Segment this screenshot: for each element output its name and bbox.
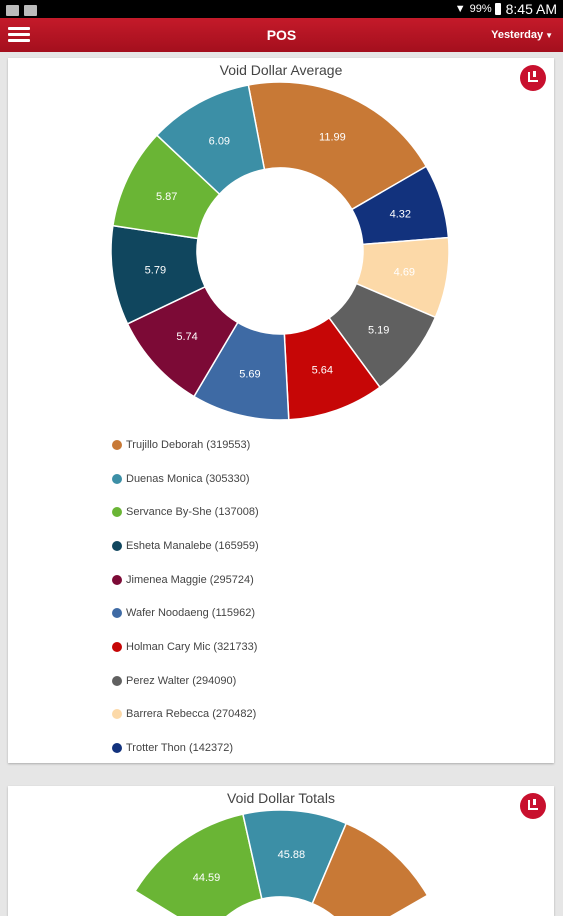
legend-item[interactable]: Trujillo Deborah (319553) <box>112 428 532 462</box>
slice-value-label: 44.59 <box>193 872 221 884</box>
legend-swatch <box>112 709 122 720</box>
slice-value-label: 6.09 <box>209 136 230 148</box>
slice-value-label: 45.88 <box>278 849 306 861</box>
legend-swatch <box>112 540 122 551</box>
legend-label: Perez Walter (294090) <box>126 674 237 687</box>
legend-label: Barrera Rebecca (270482) <box>126 708 257 721</box>
battery-percent: 99% <box>469 3 492 15</box>
wifi-icon: ▼ <box>454 3 466 15</box>
status-bar: ▼ 99% 8:45 AM <box>0 0 563 18</box>
slice-value-label: 5.79 <box>145 265 166 277</box>
chart-legend: Trujillo Deborah (319553) Duenas Monica (… <box>112 428 532 765</box>
slice-value-label: 4.32 <box>390 209 411 221</box>
legend-swatch <box>112 675 122 686</box>
export-button[interactable] <box>520 65 546 91</box>
slice-value-label: 5.74 <box>176 331 197 343</box>
slice-value-label: 5.19 <box>368 324 389 336</box>
legend-item[interactable]: Servance By-She (137008) <box>112 495 532 529</box>
legend-label: Duenas Monica (305330) <box>126 472 250 485</box>
legend-swatch <box>112 507 122 518</box>
app-bar: POS Yesterday ▼ <box>0 18 563 52</box>
slice-value-label: 5.64 <box>312 365 333 377</box>
legend-item[interactable]: Barrera Rebecca (270482) <box>112 698 532 732</box>
card-title: Void Dollar Average <box>219 62 343 78</box>
legend-item[interactable]: Esheta Manalebe (165959) <box>112 529 532 563</box>
photo-icon <box>24 5 37 16</box>
legend-label: Holman Cary Mic (321733) <box>126 640 258 653</box>
legend-item[interactable]: Perez Walter (294090) <box>112 664 532 698</box>
legend-item[interactable]: Trotter Thon (142372) <box>112 731 532 765</box>
legend-swatch <box>112 608 122 619</box>
legend-label: Servance By-She (137008) <box>126 506 259 519</box>
legend-label: Jimenea Maggie (295724) <box>126 573 254 586</box>
status-right: ▼ 99% 8:45 AM <box>455 0 557 18</box>
void-dollar-totals-card: Void Dollar Totals 44.59 45.88 <box>8 786 554 916</box>
period-dropdown[interactable]: Yesterday ▼ <box>491 18 553 53</box>
legend-item[interactable]: Wafer Noodaeng (115962) <box>112 596 532 630</box>
legend-swatch <box>112 473 122 484</box>
slice-value-label: 5.69 <box>239 368 260 380</box>
legend-swatch <box>112 439 122 450</box>
donut-slice[interactable] <box>155 84 266 196</box>
void-dollar-average-card: Void Dollar Average 11.99 4.32 4.69 5.19 5.6… <box>8 58 554 763</box>
notification-icons <box>6 3 42 21</box>
legend-item[interactable]: Holman Cary Mic (321733) <box>112 630 532 664</box>
legend-label: Esheta Manalebe (165959) <box>126 539 259 552</box>
legend-label: Wafer Noodaeng (115962) <box>126 607 256 620</box>
page-title: POS <box>266 27 297 43</box>
slice-value-label: 4.69 <box>394 266 415 278</box>
caret-down-icon: ▼ <box>545 31 553 40</box>
legend-swatch <box>112 743 122 754</box>
period-label: Yesterday <box>491 29 544 41</box>
legend-label: Trotter Thon (142372) <box>126 742 234 755</box>
battery-icon <box>494 3 501 15</box>
legend-item[interactable]: Jimenea Maggie (295724) <box>112 563 532 597</box>
legend-swatch <box>112 574 122 585</box>
chart-icon <box>528 71 538 82</box>
legend-item[interactable]: Duenas Monica (305330) <box>112 462 532 496</box>
export-button[interactable] <box>520 793 546 819</box>
legend-label: Trujillo Deborah (319553) <box>126 438 251 451</box>
legend-swatch <box>112 641 122 652</box>
donut-chart: 11.99 4.32 4.69 5.19 5.64 5.69 5.74 5.79 5.87 6.0… <box>110 81 450 421</box>
card-title: Void Dollar Totals <box>227 790 335 806</box>
menu-icon[interactable] <box>8 25 30 45</box>
slice-value-label: 11.99 <box>319 131 346 143</box>
clock: 8:45 AM <box>505 1 557 17</box>
image-icon <box>6 5 19 16</box>
chart-icon <box>528 799 538 810</box>
donut-chart: 44.59 45.88 <box>134 809 429 916</box>
slice-value-label: 5.87 <box>156 191 177 203</box>
donut-slice[interactable] <box>134 813 263 916</box>
donut-slice[interactable] <box>247 81 428 211</box>
